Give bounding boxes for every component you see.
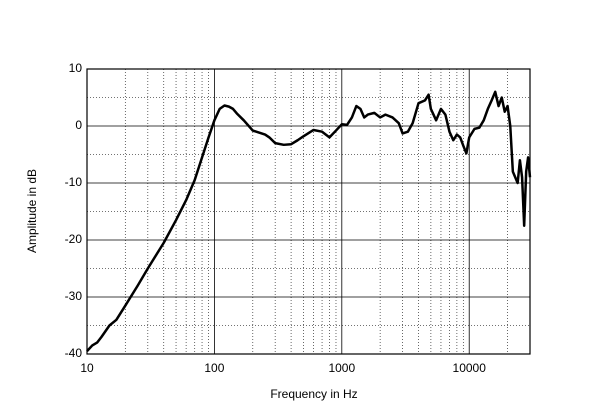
y-axis-label: Amplitude in dB <box>25 169 39 253</box>
y-tick-label: -10 <box>65 175 83 189</box>
y-tick-label: -30 <box>65 289 83 303</box>
x-tick-label: 10 <box>80 361 94 375</box>
x-axis-label: Frequency in Hz <box>270 387 357 401</box>
y-tick-label: -40 <box>65 346 83 360</box>
y-tick-label: 0 <box>75 118 82 132</box>
response-line <box>86 90 532 352</box>
y-tick-label: -20 <box>65 232 83 246</box>
x-tick-label: 100 <box>204 361 224 375</box>
x-tick-label: 1000 <box>328 361 355 375</box>
plot-frame <box>86 68 531 355</box>
x-tick-label: 10000 <box>453 361 487 375</box>
y-tick-label: 10 <box>69 61 83 75</box>
